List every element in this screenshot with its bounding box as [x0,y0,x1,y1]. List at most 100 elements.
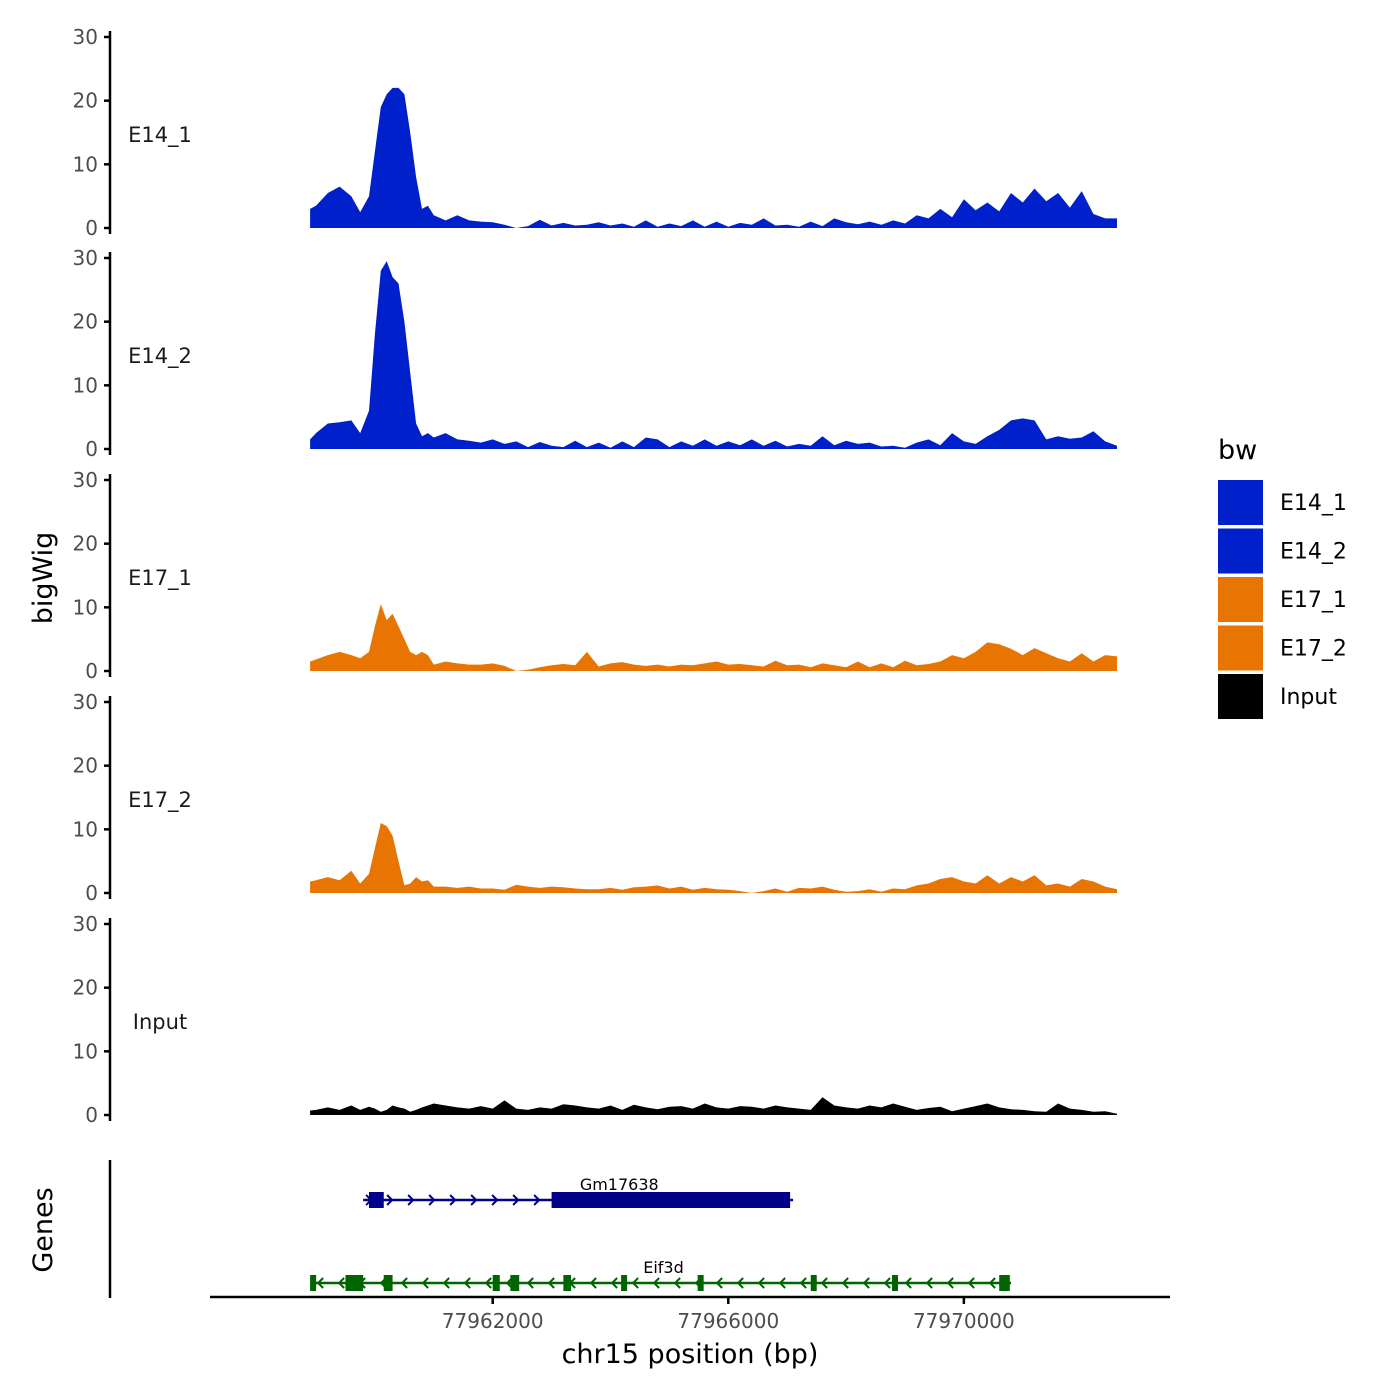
strand-chevron [757,1277,765,1289]
strand-chevron [988,1277,996,1289]
strand-chevron [799,1277,807,1289]
strand-chevron [610,1277,618,1289]
y-tick-label: 10 [73,1039,98,1063]
x-tick-label: 77966000 [677,1309,779,1333]
y-tick-label: 20 [73,532,98,556]
y-tick-label: 30 [73,468,98,492]
track-e17-2: 0 10 20 30 E17_2 [73,690,1118,905]
y-tick-label: 30 [73,912,98,936]
track-e14-2: 0 10 20 30 E14_2 [73,246,1118,461]
legend-swatch-e14-1 [1218,480,1263,525]
track-label-e17-1: E17_1 [128,566,192,591]
legend-label-input: Input [1280,685,1337,710]
legend-swatch-e17-2 [1218,625,1263,671]
exon [563,1275,572,1291]
strand-chevron [946,1277,954,1289]
strand-chevron [925,1277,933,1289]
strand-chevron [673,1277,681,1289]
legend-swatch-input [1218,674,1263,719]
x-tick-label: 77970000 [913,1309,1015,1333]
strand-chevron [484,1277,492,1289]
x-tick-label: 77962000 [442,1309,544,1333]
exon [492,1275,500,1291]
strand-chevron [736,1277,744,1289]
strand-chevron [967,1277,975,1289]
track-label-input: Input [133,1010,187,1034]
legend-label-e17-2: E17_2 [1280,637,1347,662]
strand-chevron [316,1277,324,1289]
track-label-e14-1: E14_1 [128,123,192,148]
exon [892,1275,899,1291]
area-e14-2 [310,261,1118,449]
strand-chevron [631,1277,639,1289]
exon [551,1192,791,1208]
strand-chevron [547,1277,555,1289]
gene-eif3d: Eif3d [310,1258,1011,1291]
strand-chevron [421,1277,429,1289]
legend: bw E14_1 E14_2 E17_1 E17_2 Input [1218,435,1347,719]
y-tick-label: 10 [73,373,98,397]
legend-label-e14-2: E14_2 [1280,540,1347,565]
y-tick-label: 20 [73,754,98,778]
x-axis: 77962000 77966000 77970000 [210,1295,1170,1333]
strand-chevron [442,1277,450,1289]
genes-axis-title: Genes [28,1187,59,1272]
exon [697,1275,704,1291]
strand-chevron [463,1277,471,1289]
y-tick-label: 20 [73,89,98,113]
strand-chevron [862,1277,870,1289]
strand-chevron [337,1277,345,1289]
legend-swatch-e14-2 [1218,528,1263,574]
legend-label-e17-1: E17_1 [1280,588,1347,613]
gene-panel: Gm17638 Eif3d [108,1160,1011,1298]
strand-chevron [841,1277,849,1289]
track-label-e17-2: E17_2 [128,788,192,813]
y-tick-label: 30 [73,690,98,714]
exon [369,1192,384,1208]
strand-chevron [512,1194,520,1206]
strand-chevron [428,1194,436,1206]
strand-chevron [400,1277,408,1289]
strand-chevron [715,1277,723,1289]
legend-title: bw [1218,435,1257,466]
exon [510,1275,520,1291]
strand-chevron [820,1277,828,1289]
track-input: 0 10 20 30 Input [73,912,1118,1127]
area-e17-2 [310,823,1118,893]
x-axis-title: chr15 position (bp) [562,1339,819,1370]
track-e14-1: 0 10 20 30 E14_1 [73,25,1118,240]
track-panels: 0 10 20 30 E14_1 0 10 20 30 E14_2 0 10 20 30 E17_1 0 10 2… [73,25,1118,1127]
strand-chevron [533,1194,541,1206]
exon [810,1275,817,1291]
y-tick-label: 0 [85,1103,98,1127]
track-label-e14-2: E14_2 [128,344,192,369]
track-e17-1: 0 10 20 30 E17_1 [73,468,1118,683]
strand-chevron [904,1277,912,1289]
y-tick-label: 10 [73,152,98,176]
strand-chevron [526,1277,534,1289]
strand-chevron [883,1277,891,1289]
strand-chevron [449,1194,457,1206]
strand-chevron [470,1194,478,1206]
y-axis-title: bigWig [28,532,59,625]
exon [383,1275,393,1291]
gene-label-gm17638: Gm17638 [580,1175,659,1194]
strand-chevron [386,1194,394,1206]
exon [621,1275,628,1291]
y-tick-label: 0 [85,437,98,461]
y-tick-label: 10 [73,817,98,841]
y-tick-label: 30 [73,25,98,49]
y-tick-label: 0 [85,881,98,905]
strand-chevron [652,1277,660,1289]
exon [345,1275,364,1291]
strand-chevron [778,1277,786,1289]
area-input [310,1097,1118,1115]
gene-label-eif3d: Eif3d [643,1258,684,1277]
area-e17-1 [310,604,1118,671]
y-tick-label: 0 [85,216,98,240]
y-tick-label: 20 [73,976,98,1000]
y-tick-label: 10 [73,595,98,619]
legend-swatch-e17-1 [1218,577,1263,622]
y-tick-label: 0 [85,659,98,683]
area-e14-1 [310,87,1118,229]
